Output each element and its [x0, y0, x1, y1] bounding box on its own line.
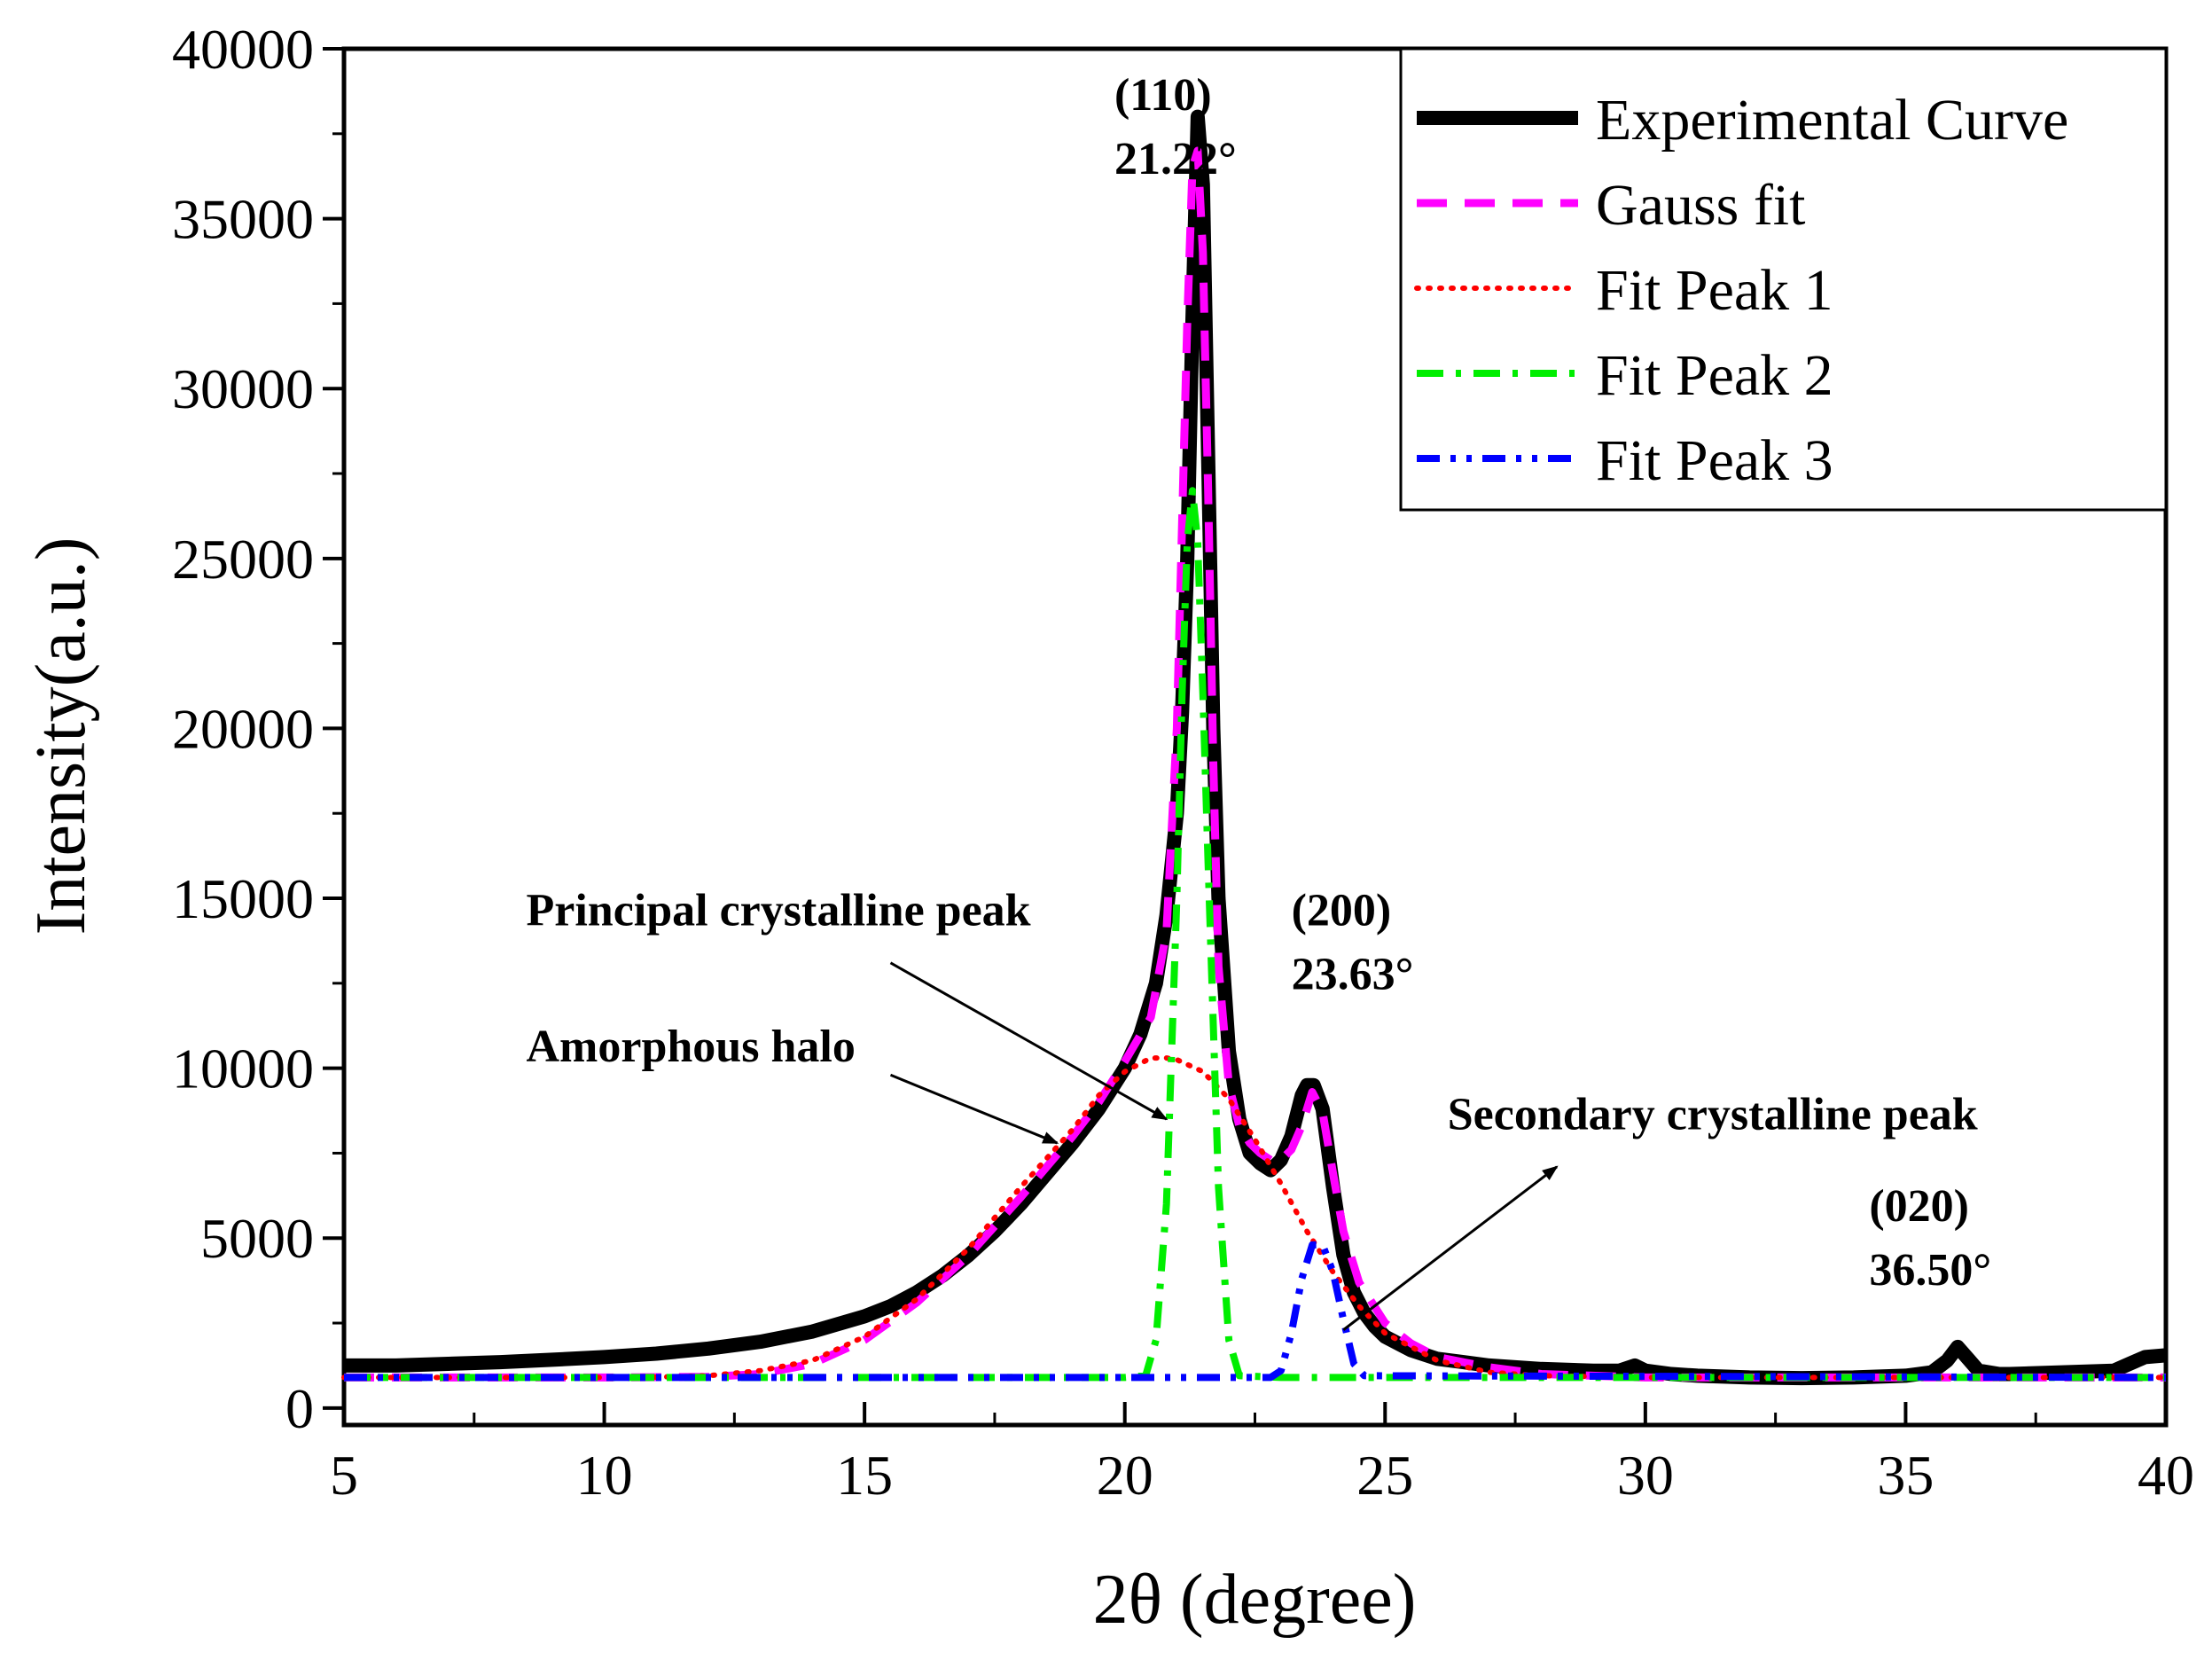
y-tick-label: 25000 [172, 528, 314, 591]
legend-label: Fit Peak 1 [1596, 258, 1833, 323]
legend-label: Experimental Curve [1596, 88, 2068, 153]
x-tick-label: 20 [1097, 1444, 1153, 1507]
series-gauss-fit [344, 146, 2166, 1382]
annotation-principal-text: Principal crystalline peak [527, 886, 1031, 936]
annotation-amorphous-text: Amorphous halo [527, 1022, 856, 1072]
annotation-a110-text: 21.22° [1114, 134, 1237, 184]
legend-label: Fit Peak 2 [1596, 343, 1833, 408]
y-tick-label: 10000 [172, 1038, 314, 1100]
y-tick-label: 30000 [172, 357, 314, 420]
x-tick-label: 35 [1877, 1444, 1934, 1507]
y-tick-label: 35000 [172, 188, 314, 251]
annotation-a200-text: 23.63° [1292, 950, 1414, 1000]
y-tick-label: 0 [285, 1377, 314, 1440]
series-fit-peak-2 [344, 487, 2166, 1382]
y-tick-label: 5000 [200, 1207, 314, 1270]
annotation-amorphous-arrow [889, 1073, 1059, 1145]
x-tick-label: 25 [1356, 1444, 1413, 1507]
x-tick-label: 30 [1617, 1444, 1674, 1507]
annotation-a200-text: (200) [1292, 886, 1392, 936]
legend: Experimental Curve Gauss fit Fit Peak 1 Fit… [1399, 47, 2168, 512]
annotation-principal-arrow [889, 961, 1169, 1121]
x-axis-title: 2θ (degree) [1093, 1561, 1417, 1639]
x-tick-label: 40 [2138, 1444, 2194, 1507]
annotation-a020-text: 36.50° [1869, 1245, 1991, 1296]
x-tick-label: 10 [576, 1444, 633, 1507]
annotation-a020-text: (020) [1869, 1181, 1969, 1232]
series-fit-peak-3 [344, 1241, 2167, 1382]
x-tick-label: 15 [836, 1444, 893, 1507]
y-tick-label: 40000 [172, 18, 314, 81]
annotation-secondary-text: Secondary crystalline peak [1448, 1090, 1978, 1140]
series-fit-peak-1 [341, 1055, 2169, 1381]
legend-label: Fit Peak 3 [1596, 428, 1833, 493]
annotation-secondary-arrow [1342, 1165, 1559, 1331]
axis-ticks: 5 10 15 20 25 30 35 40 0 5000 10000 15000 20000 25000… [172, 18, 2194, 1507]
annotation-layer: (110) 21.22° (200) 23.63° (020) 36.50° Princip… [527, 70, 1991, 1331]
legend-box [1399, 47, 2168, 512]
x-tick-label: 5 [330, 1444, 358, 1507]
y-tick-label: 15000 [172, 867, 314, 930]
y-axis-title: Intensity(a.u.) [22, 537, 100, 936]
legend-label: Gauss fit [1596, 173, 1805, 238]
y-tick-label: 20000 [172, 697, 314, 760]
series-layer [341, 109, 2169, 1386]
annotation-a110-text: (110) [1114, 70, 1212, 121]
